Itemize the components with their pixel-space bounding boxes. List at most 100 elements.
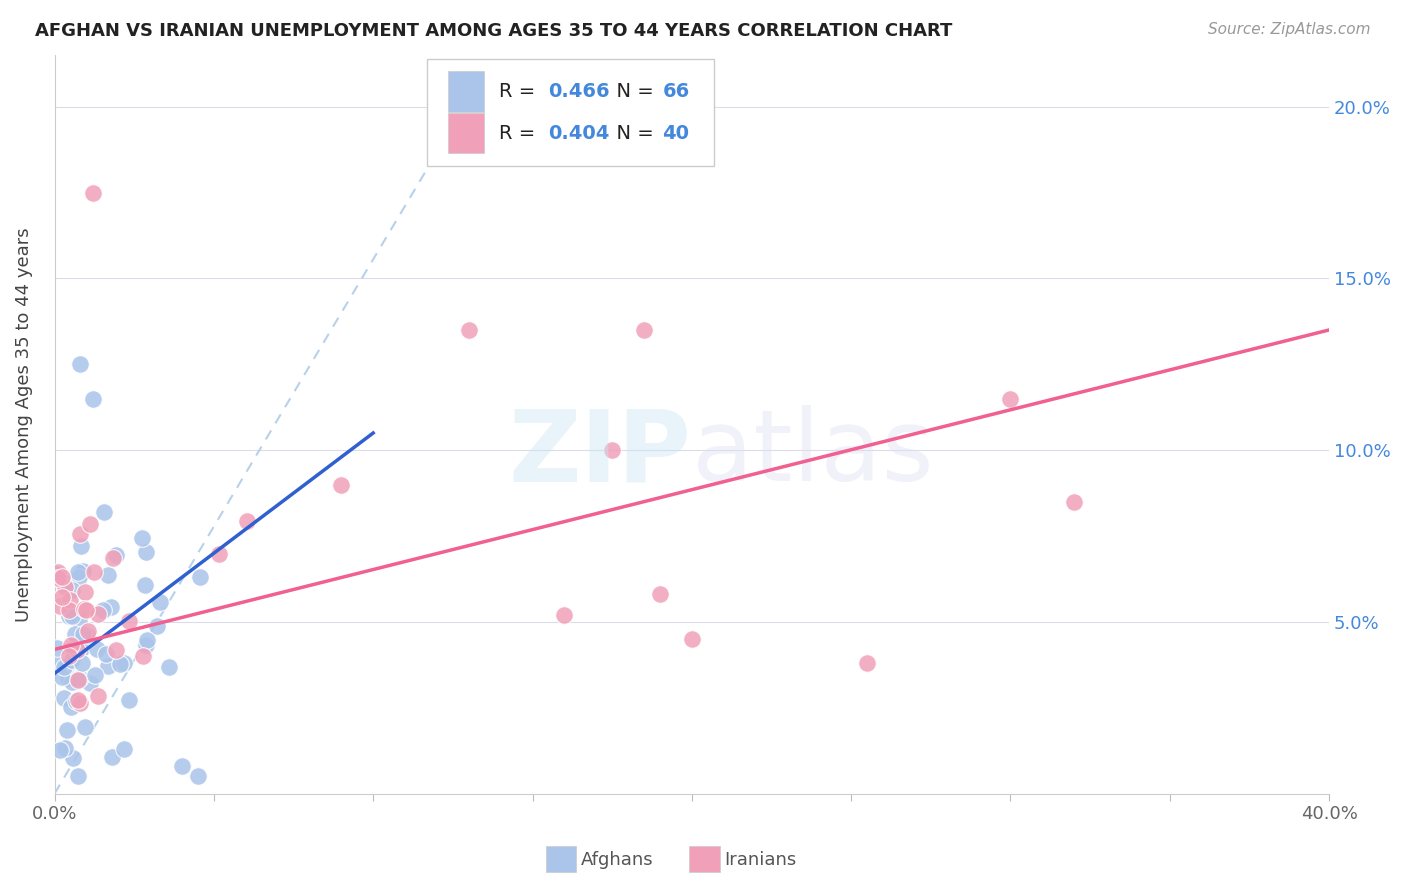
Point: [60, 582, 83, 597]
Point: [236, 514, 259, 528]
Point: [132, 648, 155, 663]
FancyBboxPatch shape: [426, 59, 713, 166]
Point: [91, 603, 114, 617]
Point: [648, 587, 671, 601]
Point: [60, 638, 83, 652]
Y-axis label: Unemployment Among Ages 35 to 44 years: Unemployment Among Ages 35 to 44 years: [15, 227, 32, 622]
Point: [208, 547, 231, 561]
Point: [101, 550, 124, 565]
Text: AFGHAN VS IRANIAN UNEMPLOYMENT AMONG AGES 35 TO 44 YEARS CORRELATION CHART: AFGHAN VS IRANIAN UNEMPLOYMENT AMONG AGE…: [35, 22, 952, 40]
Point: [60, 608, 83, 623]
Point: [84, 667, 107, 681]
Point: [190, 570, 212, 584]
Text: 66: 66: [662, 82, 690, 101]
Text: R =: R =: [499, 82, 541, 101]
Point: [96, 648, 118, 662]
Point: [70, 539, 93, 553]
Point: [46, 570, 69, 584]
Point: [67, 570, 90, 584]
Point: [112, 656, 135, 670]
Point: [330, 477, 353, 491]
Point: [86, 607, 108, 621]
Point: [108, 657, 131, 671]
Point: [65, 694, 87, 708]
Point: [70, 656, 93, 670]
Point: [105, 548, 128, 562]
Point: [46, 640, 69, 655]
Point: [60, 674, 83, 689]
Point: [82, 186, 104, 200]
Text: Afghans: Afghans: [581, 851, 654, 869]
Point: [66, 770, 89, 784]
Point: [1063, 494, 1085, 508]
Text: atlas: atlas: [692, 406, 934, 502]
Point: [73, 602, 96, 616]
Point: [49, 599, 72, 614]
Point: [553, 608, 575, 623]
Point: [45, 567, 67, 582]
Text: Iranians: Iranians: [724, 851, 796, 869]
Point: [69, 527, 91, 541]
Text: ZIP: ZIP: [509, 406, 692, 502]
Point: [65, 643, 87, 657]
Point: [55, 660, 77, 674]
Text: R =: R =: [499, 124, 541, 143]
Point: [136, 633, 159, 648]
Point: [46, 657, 69, 671]
Point: [52, 690, 75, 705]
Point: [101, 750, 124, 764]
Point: [72, 627, 94, 641]
Point: [58, 649, 80, 664]
Text: 0.466: 0.466: [548, 82, 609, 101]
Point: [93, 505, 115, 519]
Point: [79, 517, 101, 532]
Point: [187, 770, 209, 784]
Point: [66, 565, 89, 579]
Point: [157, 660, 180, 674]
Point: [72, 564, 94, 578]
Point: [146, 619, 169, 633]
Point: [86, 641, 108, 656]
Text: Source: ZipAtlas.com: Source: ZipAtlas.com: [1208, 22, 1371, 37]
Point: [134, 578, 156, 592]
Point: [56, 723, 79, 737]
Point: [67, 692, 90, 706]
Point: [170, 759, 193, 773]
Point: [58, 602, 80, 616]
Point: [51, 590, 73, 604]
Point: [135, 638, 157, 652]
Point: [856, 656, 879, 670]
FancyBboxPatch shape: [449, 71, 484, 112]
Point: [62, 751, 84, 765]
Point: [58, 609, 80, 624]
Point: [60, 653, 83, 667]
Point: [77, 624, 100, 639]
Point: [66, 672, 89, 686]
Point: [118, 692, 141, 706]
Point: [52, 660, 75, 674]
Point: [53, 741, 76, 756]
Point: [65, 636, 87, 650]
Point: [51, 669, 73, 683]
Point: [69, 357, 91, 371]
Point: [63, 627, 86, 641]
Point: [51, 570, 73, 584]
Text: N =: N =: [605, 82, 659, 101]
Point: [49, 743, 72, 757]
Point: [600, 443, 623, 458]
Point: [97, 568, 120, 582]
Point: [86, 689, 108, 703]
Text: N =: N =: [605, 124, 659, 143]
Point: [70, 642, 93, 657]
Point: [97, 659, 120, 673]
Point: [112, 742, 135, 756]
Point: [53, 580, 76, 594]
Text: 40: 40: [662, 124, 689, 143]
Point: [59, 593, 82, 607]
Point: [73, 584, 96, 599]
Point: [633, 323, 655, 337]
Point: [118, 614, 141, 628]
Point: [76, 628, 98, 642]
Point: [66, 673, 89, 687]
Point: [135, 545, 157, 559]
